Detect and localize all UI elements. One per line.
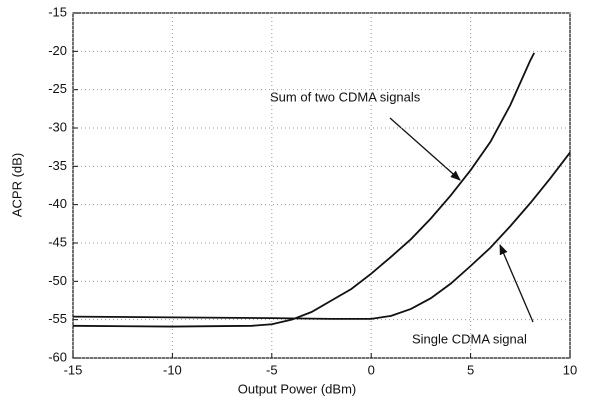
x-tick-label: 0	[368, 362, 375, 377]
y-tick-label: -45	[48, 234, 67, 249]
annotation-arrow	[389, 117, 461, 181]
annotation: Single CDMA signal	[412, 331, 527, 346]
x-tick-label: -5	[266, 362, 278, 377]
y-tick-label: -20	[48, 43, 67, 58]
x-tick-label: 10	[563, 362, 577, 377]
x-tick-label: -15	[64, 362, 83, 377]
annotation: Sum of two CDMA signals	[270, 89, 421, 104]
y-tick-label: -25	[48, 81, 67, 96]
y-tick-label: -55	[48, 311, 67, 326]
y-tick-label: -35	[48, 158, 67, 173]
x-tick-label: 5	[467, 362, 474, 377]
y-axis-label: ACPR (dB)	[9, 153, 24, 217]
y-tick-label: -60	[48, 349, 67, 364]
x-tick-label: -10	[163, 362, 182, 377]
y-tick-label: -40	[48, 196, 67, 211]
y-tick-label: -30	[48, 119, 67, 134]
x-axis-label: Output Power (dBm)	[238, 381, 357, 396]
data-line	[72, 52, 536, 328]
y-tick-label: -50	[48, 273, 67, 288]
y-tick-label: -15	[48, 4, 67, 19]
annotation-arrow	[499, 244, 534, 323]
data-line	[72, 151, 571, 320]
